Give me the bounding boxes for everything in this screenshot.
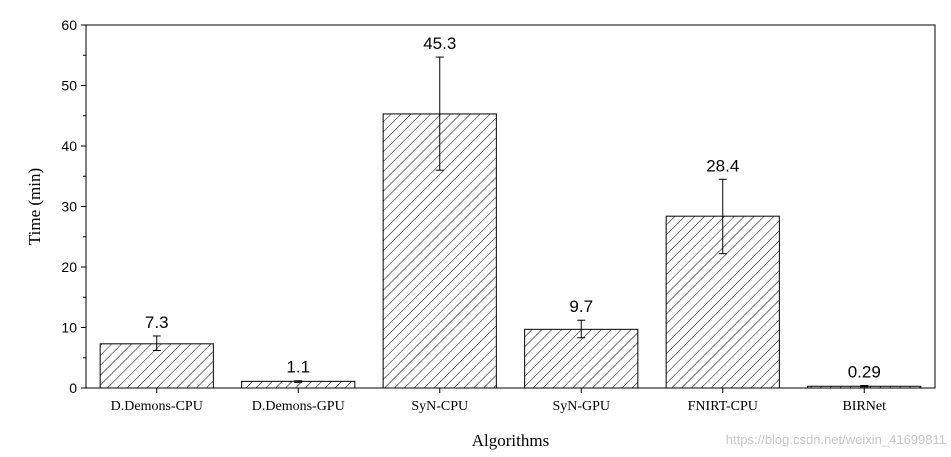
error-bar-5 <box>860 385 869 388</box>
error-bar-3 <box>577 319 586 339</box>
x-axis-title: Algorithms <box>472 431 549 450</box>
x-tick-label-5: BIRNet <box>842 399 886 414</box>
y-tick-label-1: 10 <box>61 320 77 336</box>
plot-frame <box>85 24 936 389</box>
error-bar-1 <box>294 380 303 384</box>
x-tick-label-3: SyN-GPU <box>552 399 610 414</box>
x-tick-label-2: SyN-CPU <box>411 399 468 414</box>
bars-layer <box>99 113 922 389</box>
y-tick-label-5: 50 <box>61 78 77 94</box>
y-tick-label-0: 0 <box>69 380 77 396</box>
data-labels-layer: 7.3 1.1 45.3 9.7 28.4 0.29 <box>145 34 881 382</box>
y-axis-title: Time (min) <box>25 168 44 245</box>
error-bar-2 <box>435 56 444 171</box>
x-tick-label-4: FNIRT-CPU <box>688 399 758 414</box>
data-label-0: 7.3 <box>145 313 169 332</box>
data-label-5: 0.29 <box>848 363 881 382</box>
error-bars-layer <box>152 56 869 388</box>
data-label-2: 45.3 <box>423 34 456 53</box>
y-tick-label-2: 20 <box>61 259 77 275</box>
y-tick-label-4: 40 <box>61 138 77 154</box>
watermark-text: https://blog.csdn.net/weixin_41699811 <box>726 432 946 447</box>
y-tick-label-6: 60 <box>61 17 77 33</box>
bar-0 <box>99 343 214 389</box>
bar-3 <box>524 328 639 389</box>
y-tick-label-3: 30 <box>61 199 77 215</box>
x-tick-label-1: D.Demons-GPU <box>252 399 345 414</box>
data-label-4: 28.4 <box>706 156 739 175</box>
error-bar-0 <box>152 335 161 351</box>
x-tick-label-0: D.Demons-CPU <box>111 399 203 414</box>
x-axis: D.Demons-CPU D.Demons-GPU SyN-CPU SyN-GPU FN… <box>111 388 886 414</box>
y-axis: 0 10 20 30 40 50 60 <box>61 17 86 396</box>
data-label-1: 1.1 <box>286 358 310 377</box>
error-bar-4 <box>718 178 727 255</box>
data-label-3: 9.7 <box>569 297 593 316</box>
